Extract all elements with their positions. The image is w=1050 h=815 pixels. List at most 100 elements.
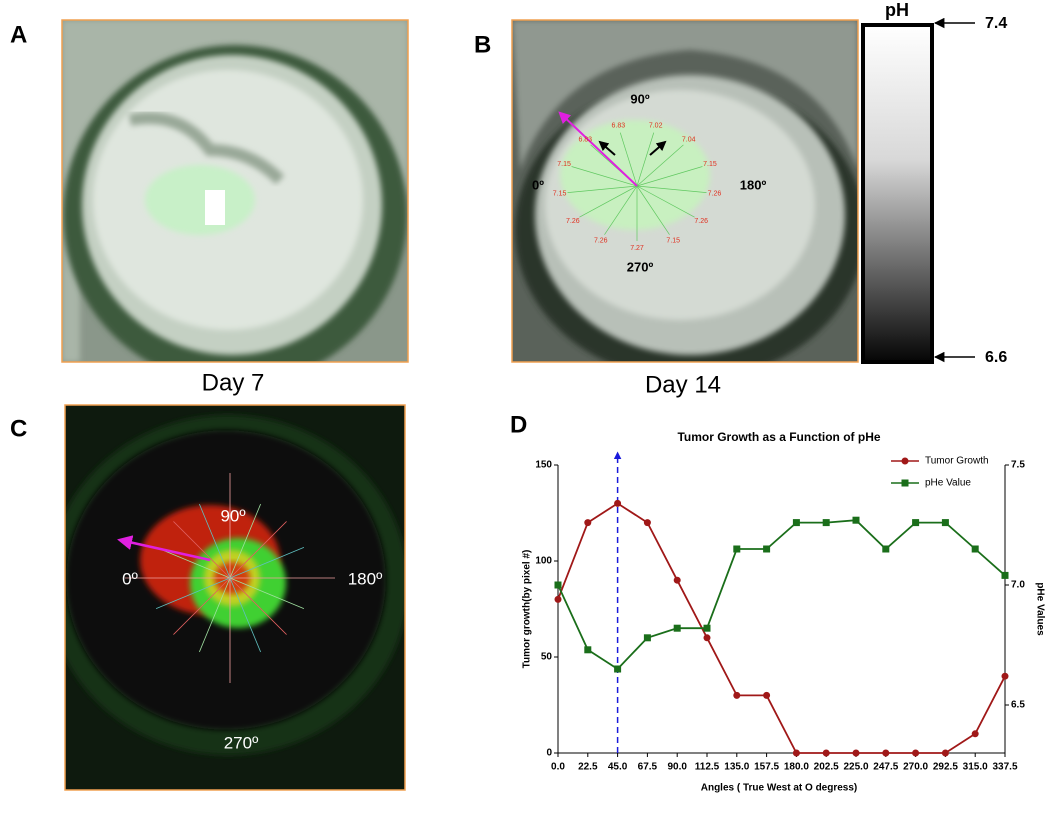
x-tick-label: 202.5 bbox=[814, 762, 839, 773]
x-tick-label: 337.5 bbox=[992, 762, 1017, 773]
x-tick-label: 90.0 bbox=[667, 762, 687, 773]
ray bbox=[636, 185, 707, 193]
ph-reading: 7.02 bbox=[649, 123, 663, 130]
point bbox=[822, 519, 830, 527]
chart: Tumor Growth as a Function of pHe 0 50 100 1… bbox=[522, 430, 1046, 793]
angle-label: 0º bbox=[122, 569, 138, 588]
point bbox=[1001, 571, 1009, 579]
angle-label: 90º bbox=[630, 91, 649, 106]
ph-reading: 7.15 bbox=[557, 161, 571, 168]
ray bbox=[579, 185, 638, 218]
point bbox=[643, 519, 651, 527]
ray bbox=[636, 185, 695, 218]
ray bbox=[567, 185, 638, 193]
legend-marker bbox=[901, 457, 909, 465]
y2-tick-label: 7.0 bbox=[1011, 580, 1025, 591]
panel-label: C bbox=[10, 415, 27, 442]
ray bbox=[229, 577, 287, 635]
point bbox=[733, 691, 741, 699]
x-axis-label: Angles ( True West at O degress) bbox=[701, 783, 858, 794]
x-tick-label: 157.5 bbox=[754, 762, 779, 773]
image-b bbox=[512, 20, 858, 362]
x-tick-label: 315.0 bbox=[963, 762, 988, 773]
ph-reading: 7.27 bbox=[630, 245, 644, 252]
point bbox=[703, 624, 711, 632]
ray bbox=[199, 577, 231, 653]
point bbox=[763, 545, 771, 553]
point bbox=[673, 576, 681, 584]
point bbox=[792, 519, 800, 527]
panel-label: A bbox=[10, 21, 27, 48]
legend-marker bbox=[901, 479, 909, 487]
ph-reading: 6.83 bbox=[612, 123, 626, 130]
ph-reading: 7.15 bbox=[703, 161, 717, 168]
ph-reading: 6.83 bbox=[578, 136, 592, 143]
legend-label: pHe Value bbox=[925, 478, 971, 489]
point bbox=[941, 519, 949, 527]
angle-label: 270º bbox=[224, 733, 259, 752]
image-frame bbox=[64, 404, 406, 791]
x-tick-label: 112.5 bbox=[695, 762, 720, 773]
series-line bbox=[557, 519, 1006, 671]
point bbox=[971, 545, 979, 553]
ray bbox=[229, 577, 261, 653]
point bbox=[554, 595, 562, 603]
point bbox=[882, 545, 890, 553]
ph-reading: 7.26 bbox=[708, 190, 722, 197]
x-tick-label: 247.5 bbox=[873, 762, 898, 773]
point bbox=[614, 665, 622, 673]
ph-reading: 7.26 bbox=[694, 218, 708, 225]
image-frame bbox=[61, 19, 409, 363]
x-tick-label: 67.5 bbox=[638, 762, 658, 773]
point bbox=[643, 634, 651, 642]
point bbox=[554, 581, 562, 589]
point bbox=[852, 749, 860, 757]
point bbox=[941, 749, 949, 757]
colorbar-bottom: 6.6 bbox=[985, 349, 1007, 366]
angle-label: 180º bbox=[348, 569, 383, 588]
angle-label: 90º bbox=[220, 506, 245, 525]
angle-label: 270º bbox=[627, 259, 654, 274]
ray bbox=[199, 503, 231, 579]
x-tick-label: 22.5 bbox=[578, 762, 598, 773]
y2-tick-label: 6.5 bbox=[1011, 700, 1025, 711]
point bbox=[971, 730, 979, 738]
ph-reading: 7.04 bbox=[682, 136, 696, 143]
image-c bbox=[65, 405, 405, 790]
point bbox=[1001, 672, 1009, 680]
y2-tick-label: 7.5 bbox=[1011, 460, 1025, 471]
ph-reading: 7.15 bbox=[553, 190, 567, 197]
point bbox=[763, 691, 771, 699]
ray bbox=[229, 577, 305, 609]
ray bbox=[155, 547, 231, 579]
ph-reading: 7.26 bbox=[566, 218, 580, 225]
y-tick-label: 150 bbox=[535, 460, 552, 471]
x-tick-label: 45.0 bbox=[608, 762, 628, 773]
y-axis-label: Tumor growth(by pixel #) bbox=[522, 550, 533, 669]
ray bbox=[173, 577, 231, 635]
point bbox=[852, 516, 860, 524]
legend-label: Tumor Growth bbox=[925, 456, 989, 467]
ray bbox=[636, 132, 655, 187]
ray bbox=[571, 166, 638, 187]
point bbox=[912, 749, 920, 757]
point bbox=[733, 545, 741, 553]
y-tick-label: 50 bbox=[541, 652, 553, 663]
ph-reading: 7.15 bbox=[666, 238, 680, 245]
image-a bbox=[62, 20, 408, 362]
ray bbox=[229, 547, 305, 579]
point bbox=[673, 624, 681, 632]
x-tick-label: 270.0 bbox=[903, 762, 928, 773]
y-tick-label: 0 bbox=[546, 748, 552, 759]
ray bbox=[636, 185, 670, 235]
point bbox=[584, 519, 592, 527]
ray bbox=[173, 521, 231, 579]
point bbox=[912, 519, 920, 527]
y-tick-label: 100 bbox=[535, 556, 552, 567]
ph-reading: 7.26 bbox=[594, 238, 608, 245]
ray bbox=[229, 521, 287, 579]
ray bbox=[636, 144, 684, 187]
ray bbox=[619, 132, 638, 187]
colorbar bbox=[861, 23, 934, 364]
